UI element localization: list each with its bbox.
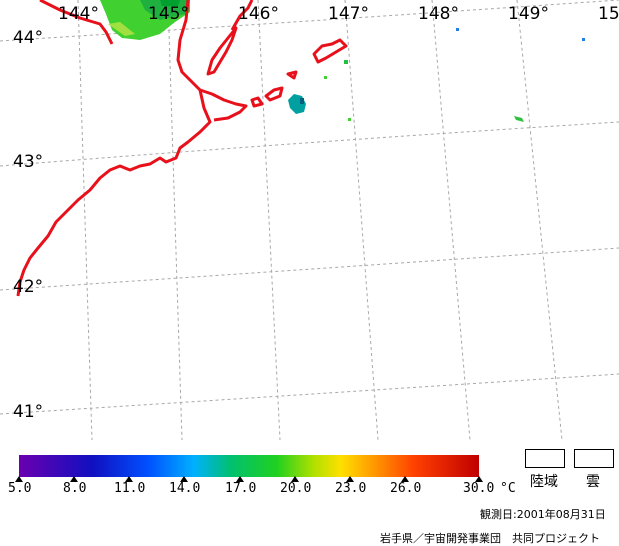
colorbar-tick bbox=[236, 476, 244, 482]
colorbar-label-8: 8.0 bbox=[63, 481, 87, 496]
meridian-148 bbox=[431, 0, 471, 440]
longitude-label-147: 147° bbox=[328, 4, 369, 24]
latitude-label-42: 42° bbox=[13, 277, 44, 297]
parallel-44 bbox=[0, 0, 619, 42]
colorbar-label-14: 14.0 bbox=[169, 481, 201, 496]
colorbar-tick bbox=[291, 476, 299, 482]
longitude-label-150: 15 bbox=[598, 4, 619, 24]
longitude-label-144: 144° bbox=[58, 4, 99, 24]
colorbar-label-20: 20.0 bbox=[280, 481, 312, 496]
land-legend-label: 陸域 bbox=[530, 474, 558, 490]
longitude-grid-lines bbox=[77, 0, 563, 440]
cloud-legend-label: 雲 bbox=[586, 474, 600, 490]
longitude-label-149: 149° bbox=[508, 4, 549, 24]
coastline-hokkaido-north bbox=[39, 0, 114, 45]
island-kunashiri-south bbox=[206, 26, 238, 76]
meridian-147 bbox=[344, 0, 379, 440]
longitude-label-146: 146° bbox=[238, 4, 279, 24]
meridian-146 bbox=[257, 0, 281, 440]
observation-date: 観測日:2001年08月31日 bbox=[480, 508, 606, 521]
temperature-colorbar bbox=[19, 455, 479, 477]
island-habomai-2 bbox=[264, 86, 284, 102]
latitude-label-44: 44° bbox=[13, 28, 44, 48]
colorbar-tick bbox=[15, 476, 23, 482]
sst-patch-east bbox=[288, 28, 585, 122]
latitude-label-41: 41° bbox=[13, 402, 44, 422]
colorbar-label-30: 30.0 bbox=[463, 481, 495, 496]
sea-surface-temperature-map bbox=[0, 0, 619, 440]
colorbar-tick bbox=[125, 476, 133, 482]
sst-patch-north bbox=[100, 0, 190, 40]
cloud-legend-swatch bbox=[574, 449, 614, 468]
island-habomai-1 bbox=[250, 96, 264, 108]
colorbar-tick bbox=[180, 476, 188, 482]
colorbar-label-11: 11.0 bbox=[114, 481, 146, 496]
colorbar-tick bbox=[70, 476, 78, 482]
credit-text: 岩手県／宇宙開発事業団 共同プロジェクト bbox=[380, 532, 600, 545]
colorbar-label-17: 17.0 bbox=[225, 481, 257, 496]
colorbar-label-5: 5.0 bbox=[8, 481, 32, 496]
colorbar-tick bbox=[475, 476, 483, 482]
meridian-149 bbox=[516, 0, 563, 440]
latitude-label-43: 43° bbox=[13, 152, 44, 172]
island-habomai-3 bbox=[286, 70, 298, 80]
colorbar-label-26: 26.0 bbox=[390, 481, 422, 496]
land-legend-swatch bbox=[525, 449, 565, 468]
colorbar-tick bbox=[346, 476, 354, 482]
latitude-grid-lines bbox=[0, 0, 619, 415]
meridian-145 bbox=[167, 0, 183, 440]
longitude-label-148: 148° bbox=[418, 4, 459, 24]
colorbar-unit: °C bbox=[500, 481, 516, 496]
meridian-144 bbox=[77, 0, 93, 440]
longitude-label-145: 145° bbox=[148, 4, 189, 24]
coastline-nemuro bbox=[199, 88, 248, 122]
island-shikotan bbox=[312, 38, 348, 64]
parallel-42 bbox=[0, 247, 619, 291]
colorbar-tick bbox=[401, 476, 409, 482]
parallel-41 bbox=[0, 373, 619, 415]
coastline-shiretoko bbox=[16, 0, 212, 297]
parallel-43 bbox=[0, 121, 619, 167]
island-kunashiri bbox=[230, 0, 254, 31]
coastline bbox=[16, 0, 348, 297]
colorbar-label-23: 23.0 bbox=[335, 481, 367, 496]
